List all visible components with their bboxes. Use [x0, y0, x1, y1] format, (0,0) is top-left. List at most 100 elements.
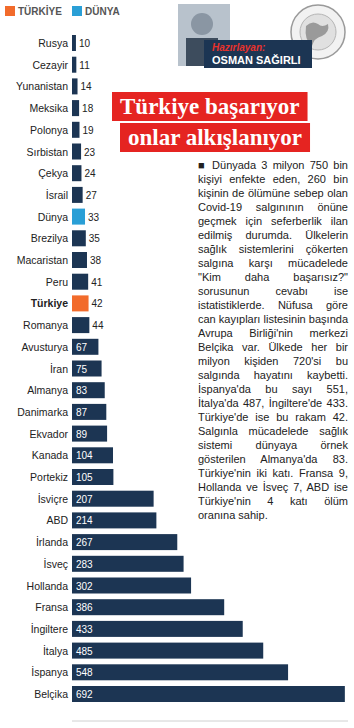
category-label: İrlanda [36, 536, 68, 548]
data-label: 44 [92, 320, 104, 331]
data-label: 18 [82, 103, 94, 114]
data-label: 87 [76, 407, 88, 418]
title: onlar alkışlanıyor [128, 125, 302, 150]
data-label: 19 [82, 125, 94, 136]
data-label: 692 [76, 689, 93, 700]
bar [72, 361, 102, 377]
category-label: Belçika [34, 688, 68, 700]
legend-label: DÜNYA [85, 5, 120, 17]
data-label: 105 [76, 472, 93, 483]
data-label: 41 [91, 277, 103, 288]
data-label: 24 [84, 168, 96, 179]
category-label: Macaristan [17, 254, 69, 266]
data-label: 27 [86, 190, 98, 201]
data-label: 104 [76, 450, 93, 461]
bars [72, 35, 345, 702]
data-label: 214 [76, 515, 93, 526]
bar [72, 556, 184, 572]
bar [72, 664, 288, 680]
bar [72, 643, 263, 659]
category-label: Sırbistan [27, 146, 69, 158]
bar [72, 252, 87, 268]
bar [72, 469, 113, 485]
category-label: İsveç [43, 558, 68, 570]
bar [72, 122, 79, 138]
category-label: Avusturya [22, 341, 69, 353]
data-label: 485 [76, 646, 93, 657]
category-label: İspanya [31, 666, 68, 678]
title-box [120, 123, 310, 152]
bar [72, 382, 105, 398]
category-label: Brezilya [31, 232, 69, 244]
bar [72, 512, 156, 528]
category-label: ABD [46, 514, 68, 526]
data-label: 548 [76, 667, 93, 678]
data-label: 10 [79, 38, 91, 49]
category-label: Peru [46, 276, 68, 288]
bar [72, 78, 78, 94]
bar [72, 100, 79, 116]
category-label: Meksika [29, 102, 68, 114]
bar [72, 230, 86, 246]
bar [72, 187, 83, 203]
title-box [112, 92, 308, 121]
data-label: 67 [76, 342, 88, 353]
bar [72, 491, 154, 507]
title: Türkiye başarıyor [120, 94, 300, 119]
bar [72, 404, 106, 420]
data-label: 207 [76, 494, 93, 505]
data-label: 23 [84, 147, 96, 158]
data-label: 302 [76, 581, 93, 592]
title-line: Türkiye başarıyor [112, 92, 308, 121]
data-label: 283 [76, 559, 93, 570]
data-label: 83 [76, 385, 88, 396]
bar [72, 144, 81, 160]
author-label: Hazırlayan: [212, 42, 265, 53]
category-label: Dünya [38, 211, 69, 223]
bar [72, 686, 345, 702]
data-label: 433 [76, 624, 93, 635]
bar [72, 295, 89, 311]
axis-line [72, 721, 348, 722]
category-label: Portekiz [30, 471, 68, 483]
category-label: Fransa [35, 601, 68, 613]
category-label: Ekvador [29, 428, 68, 440]
title-line: onlar alkışlanıyor [120, 123, 310, 152]
bar [72, 35, 76, 51]
legend-label: TÜRKİYE [18, 5, 62, 17]
data-label: 33 [88, 212, 100, 223]
data-label: 89 [76, 429, 88, 440]
author-name: OSMAN SAĞIRLI [212, 54, 301, 66]
data-label: 386 [76, 602, 93, 613]
data-label: 14 [81, 81, 93, 92]
data-label: 267 [76, 537, 93, 548]
category-label: Hollanda [27, 580, 69, 592]
bar [72, 317, 89, 333]
category-label: İsviçre [38, 493, 68, 505]
category-label: İngiltere [31, 623, 69, 635]
data-label: 38 [90, 255, 102, 266]
category-label: Almanya [27, 384, 68, 396]
legend-item: TÜRKİYE [5, 5, 62, 17]
data-label: 42 [92, 298, 104, 309]
bar [72, 209, 85, 225]
data-label: 11 [79, 60, 90, 71]
legend-swatch [72, 6, 82, 16]
labels: Rusya10Cezayir11Yunanistan14Meksika18Pol… [16, 37, 104, 700]
author-photo-head [191, 13, 213, 35]
bar [72, 339, 98, 355]
legend-item: DÜNYA [72, 5, 120, 17]
bar [72, 534, 177, 550]
category-label: Romanya [23, 319, 68, 331]
bar [72, 165, 81, 181]
category-label: Yunanistan [16, 80, 68, 92]
category-label: Rusya [38, 37, 68, 49]
category-label: Türkiye [31, 297, 69, 309]
category-label: Kanada [32, 449, 68, 461]
category-label: Çekya [38, 167, 68, 179]
legend-swatch [5, 6, 15, 16]
category-label: Danimarka [17, 406, 68, 418]
bar [72, 578, 191, 594]
category-label: Polonya [30, 124, 68, 136]
data-label: 75 [76, 364, 88, 375]
